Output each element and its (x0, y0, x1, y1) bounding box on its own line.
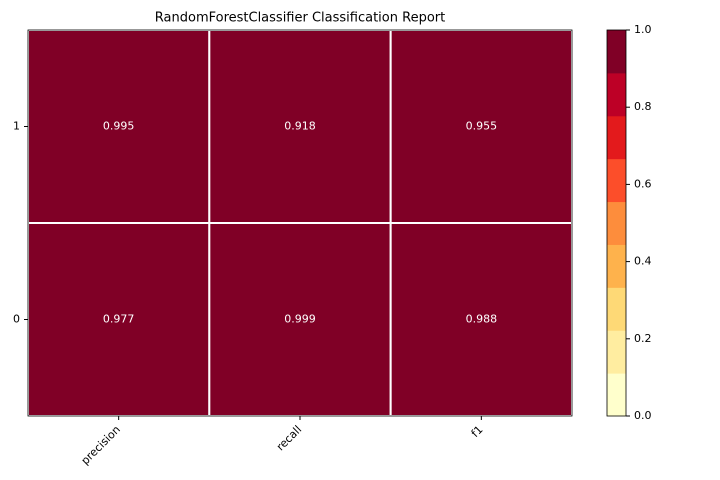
colorbar-tick-label: 0.4 (634, 255, 652, 268)
colorbar-segment (607, 373, 626, 417)
y-tick-label: 0 (13, 313, 20, 326)
cell-label: 0.999 (284, 313, 316, 326)
cell-label: 0.977 (103, 313, 135, 326)
cell-label: 0.918 (284, 120, 316, 133)
colorbar-tick-label: 0.8 (634, 100, 652, 113)
colorbar-segment (607, 287, 626, 331)
colorbar-tick-label: 0.2 (634, 332, 652, 345)
colorbar-segment (607, 330, 626, 374)
colorbar-segment (607, 115, 626, 160)
chart-title: RandomForestClassifier Classification Re… (155, 11, 445, 26)
cell-label: 0.995 (103, 120, 135, 133)
colorbar-segment (607, 30, 626, 74)
colorbar-tick-label: 0.6 (634, 177, 652, 190)
heatmap-cell (27, 222, 211, 417)
y-tick-label: 1 (13, 120, 20, 133)
colorbar-segment (607, 201, 626, 245)
colorbar-segment (607, 72, 626, 117)
heatmap-cell (27, 29, 211, 224)
colorbar-tick-label: 0.0 (634, 409, 652, 422)
colorbar-frame (606, 29, 627, 417)
colorbar-segment (607, 158, 626, 203)
heatmap-cell (389, 29, 573, 224)
colorbar-tick-label: 1.0 (634, 23, 652, 36)
colorbar-segment (607, 244, 626, 288)
cell-label: 0.988 (466, 313, 498, 326)
cell-label: 0.955 (466, 120, 498, 133)
